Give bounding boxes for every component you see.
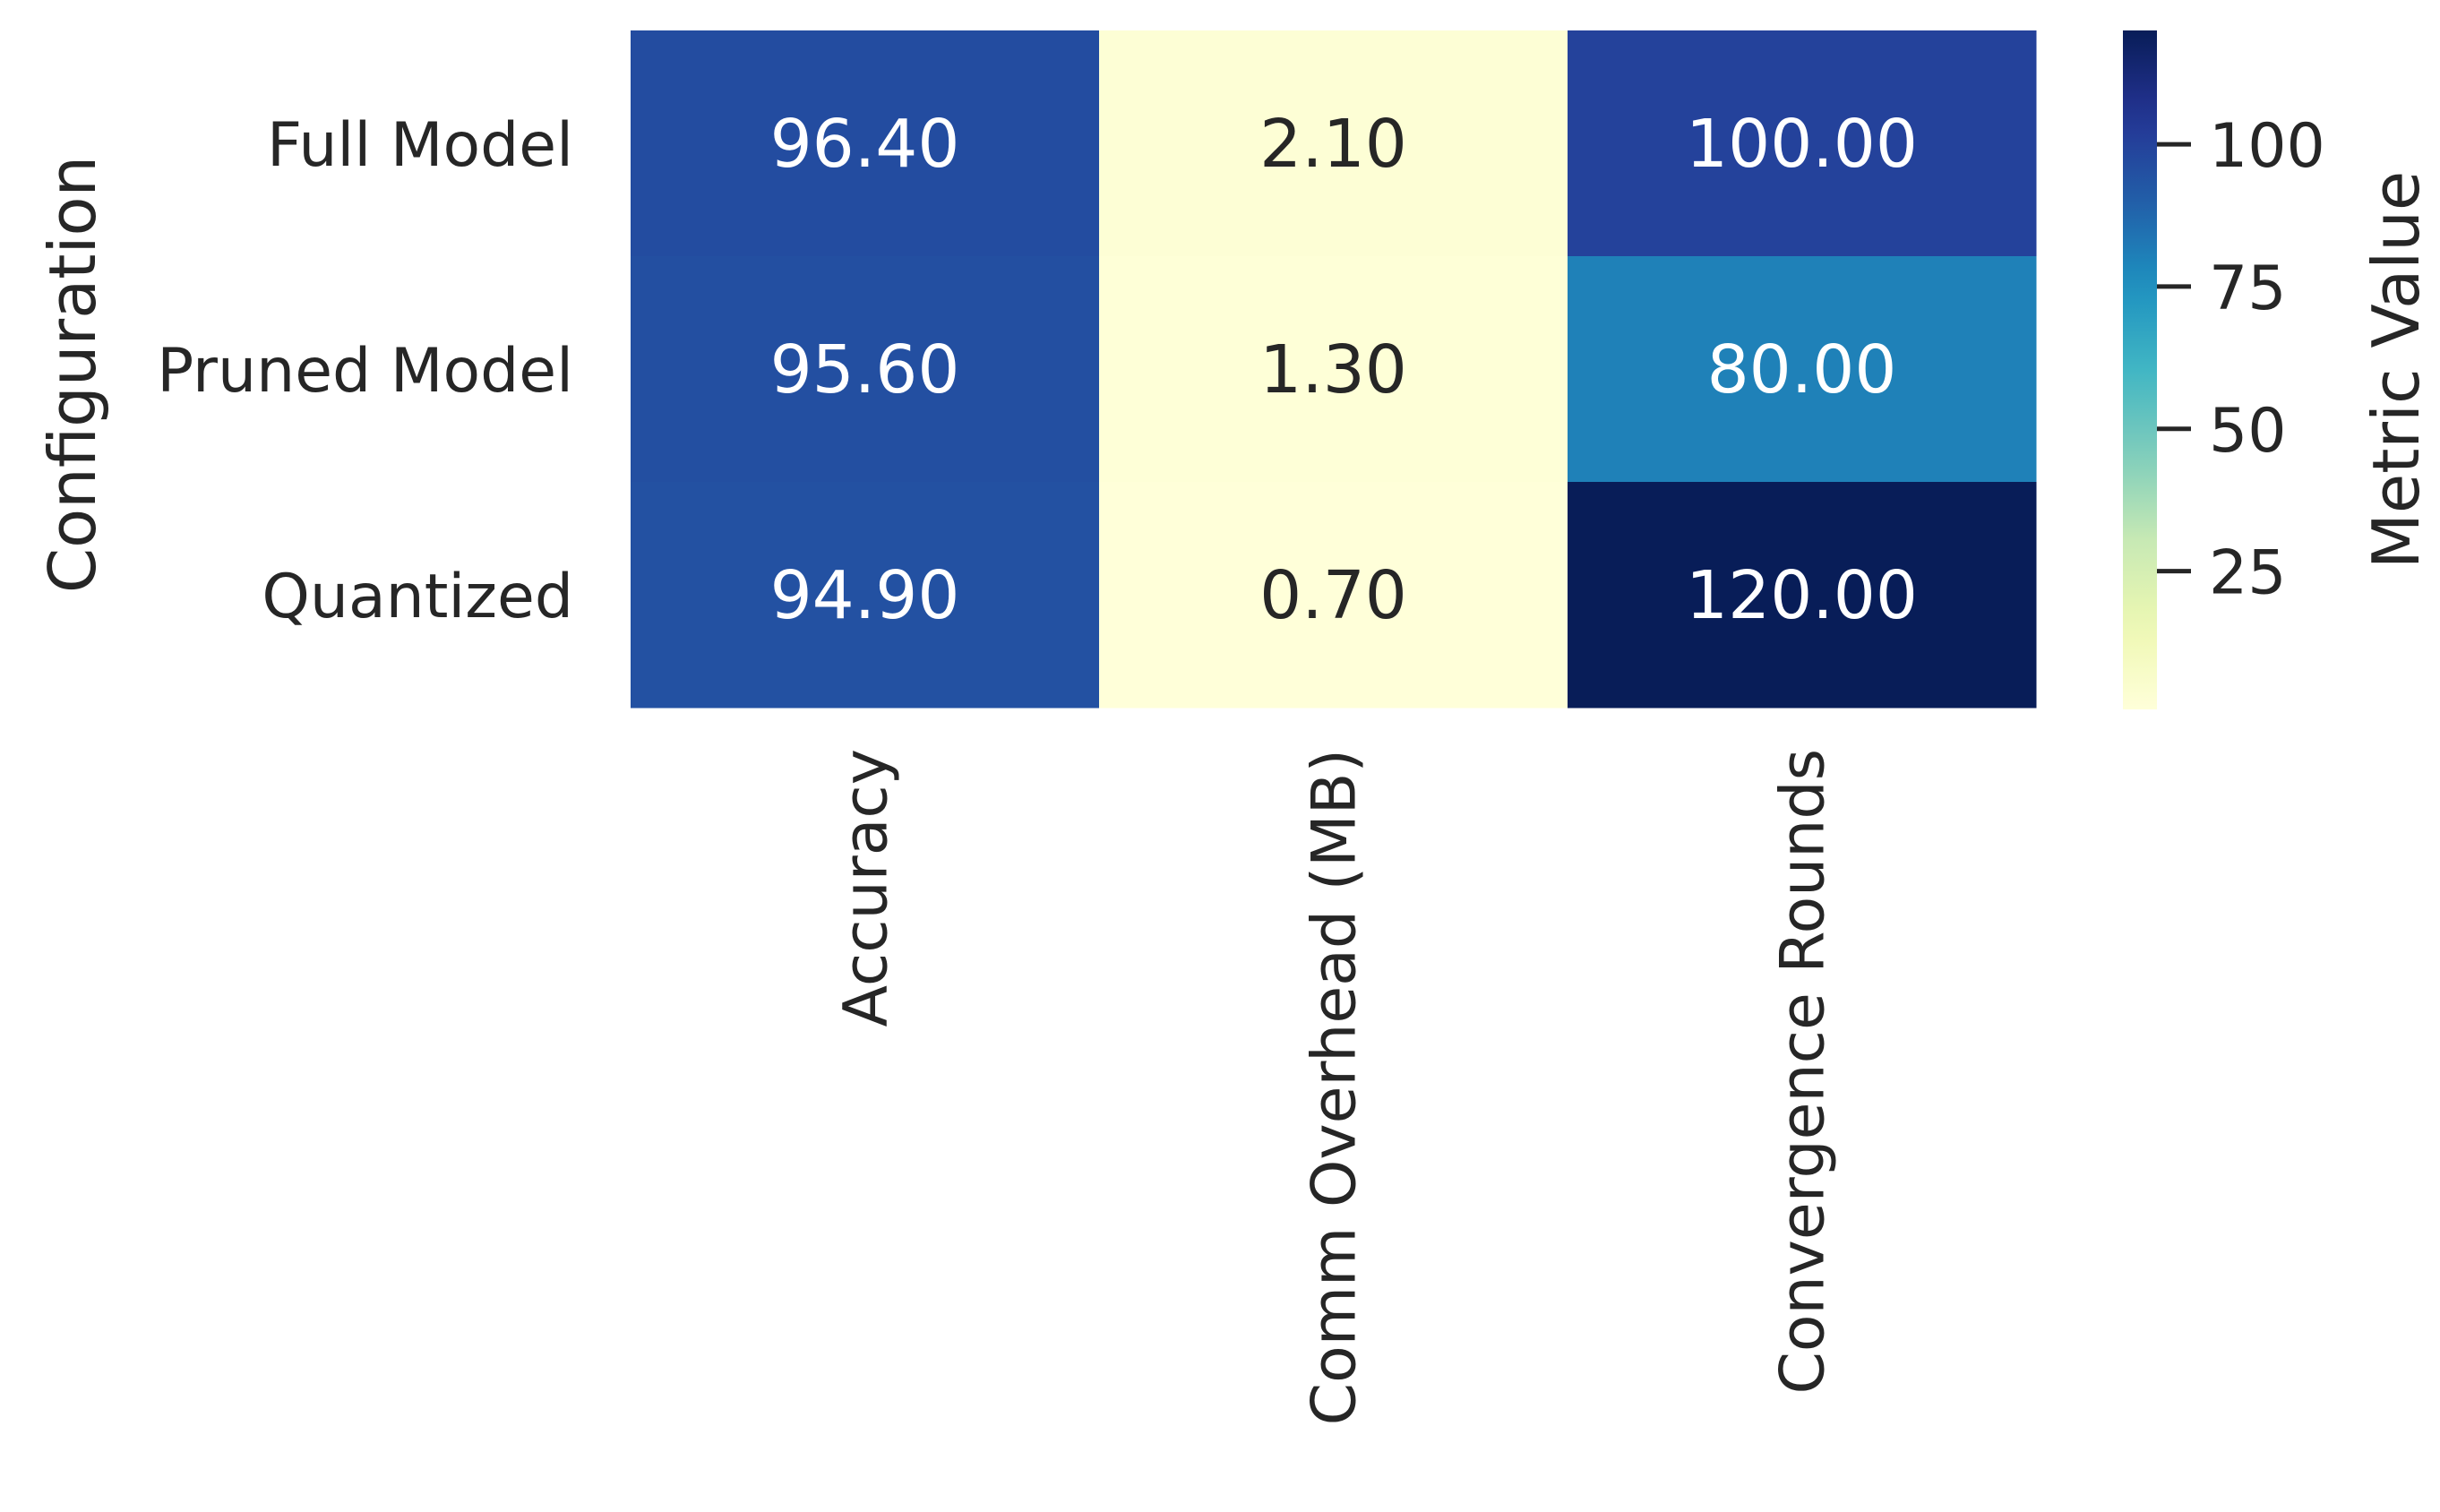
cell-value-label: 0.70 [1259,557,1407,634]
heatmap-cell [1568,30,2037,257]
heatmap-cells [631,30,2037,709]
cell-value-label: 96.40 [770,106,960,183]
cell-value-label: 1.30 [1259,331,1407,408]
colorbar-label: Metric Value [2358,171,2434,569]
cell-value-label: 94.90 [770,557,960,634]
colorbar-ticks: 25 50 75 100 [2157,111,2325,609]
cell-value-label: 100.00 [1686,106,1918,183]
colorbar [2123,30,2157,709]
colorbar-tick-label: 100 [2209,111,2325,182]
row-label: Pruned Model [157,336,573,407]
heatmap-cell [1099,482,1568,709]
heatmap-cell [631,30,1100,257]
column-label: Convergence Rounds [1768,749,1839,1395]
column-tick-labels: Accuracy Comm Overhead (MB) Convergence Ro… [831,749,1839,1425]
colorbar-tick-label: 25 [2209,538,2287,609]
column-label: Accuracy [831,749,902,1027]
cell-value-label: 95.60 [770,331,960,408]
heatmap-cell [1099,30,1568,257]
heatmap-cell [1568,256,2037,483]
heatmap-cell [631,256,1100,483]
cell-value-label: 80.00 [1707,331,1897,408]
heatmap-cell [1099,256,1568,483]
row-tick-labels: Full Model Pruned Model Quantized [157,110,573,632]
cell-value-label: 120.00 [1686,557,1918,634]
row-label: Full Model [267,110,573,181]
colorbar-tick-label: 75 [2209,253,2287,324]
cell-value-label: 2.10 [1259,106,1407,183]
row-label: Quantized [262,562,573,632]
heatmap-cell-labels: 96.40 2.10 100.00 95.60 1.30 80.00 94.90 0.70 12… [770,106,1918,634]
colorbar-tick-label: 50 [2209,396,2287,467]
heatmap-cell [1568,482,2037,709]
heatmap-cell [631,482,1100,709]
y-axis-label: Configuration [35,156,110,593]
column-label: Comm Overhead (MB) [1300,749,1370,1425]
